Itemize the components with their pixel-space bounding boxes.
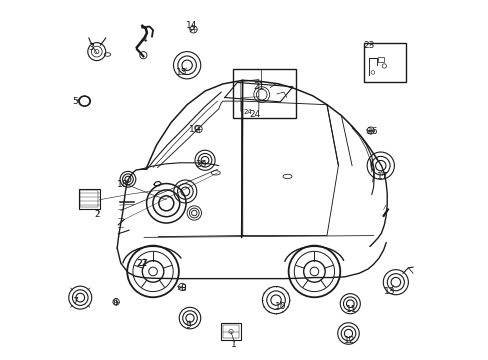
- Text: 23: 23: [363, 41, 374, 50]
- Bar: [221, 323, 241, 339]
- Bar: [377, 57, 384, 62]
- Circle shape: [309, 267, 318, 276]
- Text: 24: 24: [243, 109, 252, 116]
- Text: 6: 6: [112, 298, 118, 307]
- Text: 7: 7: [72, 297, 78, 306]
- Text: 2: 2: [94, 210, 100, 219]
- Text: 15: 15: [176, 68, 187, 77]
- Circle shape: [148, 267, 157, 276]
- Text: 10: 10: [274, 302, 285, 311]
- Text: 5: 5: [72, 96, 78, 105]
- Text: 21: 21: [253, 82, 264, 91]
- Text: 8: 8: [180, 284, 186, 293]
- Text: 13: 13: [383, 287, 395, 296]
- Text: 14: 14: [185, 21, 197, 30]
- Text: 12: 12: [343, 336, 354, 345]
- Text: 20: 20: [195, 161, 207, 170]
- Text: 1: 1: [230, 341, 236, 350]
- Bar: [363, 43, 405, 82]
- Text: 17: 17: [376, 172, 387, 181]
- Text: 3: 3: [88, 43, 94, 52]
- Text: 16: 16: [366, 127, 378, 136]
- Text: 11: 11: [346, 305, 357, 314]
- Text: 24: 24: [249, 110, 261, 119]
- Bar: [80, 190, 98, 207]
- Bar: [233, 69, 295, 118]
- Text: 22: 22: [136, 259, 147, 268]
- Text: 9: 9: [184, 321, 190, 330]
- Text: 4: 4: [142, 35, 147, 44]
- Text: 19: 19: [189, 125, 201, 134]
- Text: 18: 18: [117, 180, 128, 189]
- Text: 22: 22: [137, 259, 147, 268]
- Bar: [223, 325, 239, 338]
- Bar: [79, 189, 100, 209]
